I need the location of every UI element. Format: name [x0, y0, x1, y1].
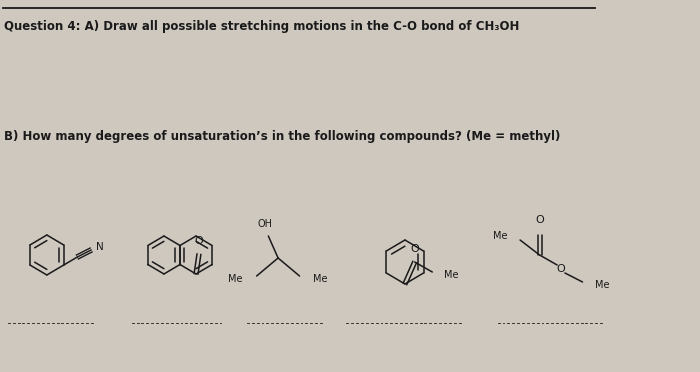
Text: Me: Me	[313, 274, 328, 284]
Text: Me: Me	[493, 231, 507, 241]
Text: Me: Me	[444, 270, 458, 280]
Text: O: O	[536, 215, 544, 225]
Text: O: O	[556, 264, 566, 274]
Text: OH: OH	[258, 219, 273, 229]
Text: O: O	[195, 236, 203, 246]
Text: Question 4: A) Draw all possible stretching motions in the C-O bond of CH₃OH: Question 4: A) Draw all possible stretch…	[4, 20, 519, 33]
Text: B) How many degrees of unsaturation’s in the following compounds? (Me = methyl): B) How many degrees of unsaturation’s in…	[4, 130, 560, 143]
Text: Me: Me	[595, 280, 610, 290]
Text: O: O	[410, 244, 419, 254]
Text: N: N	[96, 242, 104, 252]
Text: Me: Me	[228, 274, 243, 284]
